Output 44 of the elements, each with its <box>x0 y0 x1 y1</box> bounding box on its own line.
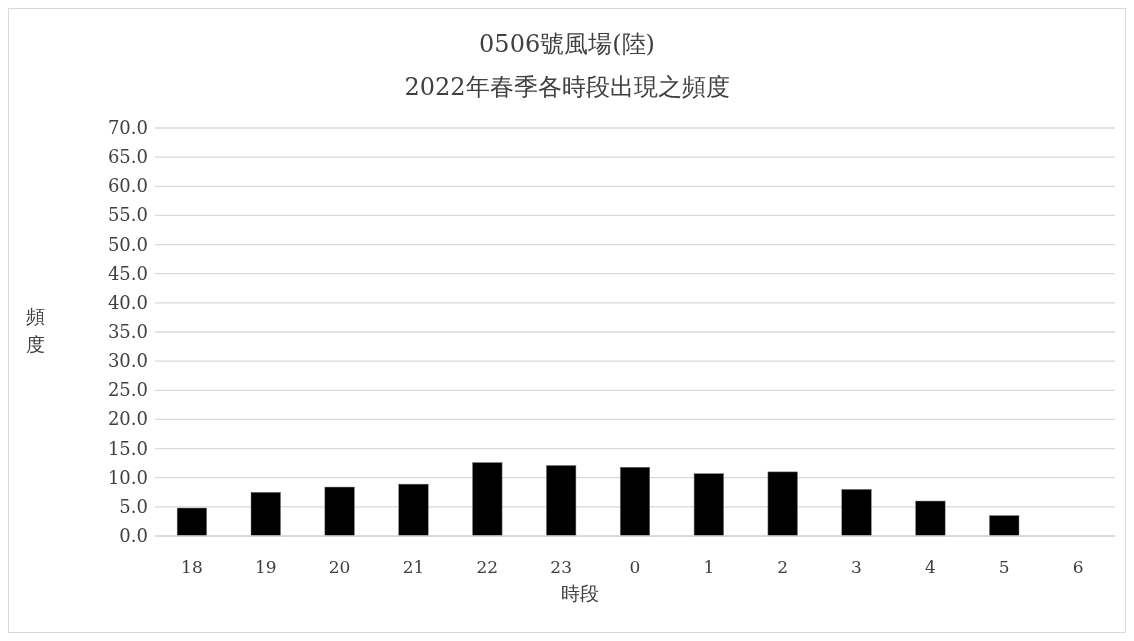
x-tick-label: 2 <box>777 557 789 577</box>
y-tick-label: 35.0 <box>107 321 148 342</box>
bar <box>989 515 1020 537</box>
bar <box>546 465 577 537</box>
x-tick-label: 23 <box>550 557 572 577</box>
bar <box>324 486 355 537</box>
bar <box>841 489 872 537</box>
y-tick-label: 70.0 <box>107 117 148 138</box>
bar <box>693 473 724 537</box>
bar <box>472 462 503 537</box>
y-tick-label: 15.0 <box>107 437 148 459</box>
bar <box>250 492 281 537</box>
x-tick-label: 21 <box>402 557 425 577</box>
x-tick-label: 4 <box>924 557 936 577</box>
y-axis-title: 頻度 <box>25 305 45 355</box>
y-tick-label: 50.0 <box>107 233 148 255</box>
x-tick-label: 18 <box>181 557 203 577</box>
chart-subtitle: 2022年春季各時段出現之頻度 <box>404 73 730 101</box>
y-tick-label: 25.0 <box>107 379 148 401</box>
y-tick-label: 0.0 <box>119 525 148 546</box>
x-tick-label: 6 <box>1072 557 1084 577</box>
x-tick-label: 5 <box>998 557 1010 577</box>
chart-title: 0506號風場(陸) <box>479 30 655 58</box>
y-tick-label: 60.0 <box>107 175 148 197</box>
bar <box>767 471 798 537</box>
x-tick-label: 0 <box>629 557 641 577</box>
bar <box>176 507 207 537</box>
y-tick-label: 30.0 <box>107 350 148 372</box>
y-tick-label: 20.0 <box>107 408 148 430</box>
y-tick-label: 5.0 <box>119 495 148 517</box>
y-tick-label: 40.0 <box>107 291 148 313</box>
bar <box>398 483 429 537</box>
x-tick-label: 22 <box>476 557 499 577</box>
x-tick-label: 1 <box>703 557 715 577</box>
x-tick-label: 20 <box>328 557 351 577</box>
x-tick-label: 19 <box>254 557 277 577</box>
y-tick-label: 10.0 <box>107 466 148 488</box>
y-tick-label: 45.0 <box>107 262 148 284</box>
bar <box>915 500 946 537</box>
y-tick-label: 55.0 <box>107 204 148 226</box>
bar <box>619 466 651 537</box>
x-tick-label: 3 <box>851 557 862 577</box>
x-axis-title: 時段 <box>561 582 599 604</box>
y-tick-label: 65.0 <box>107 146 148 168</box>
